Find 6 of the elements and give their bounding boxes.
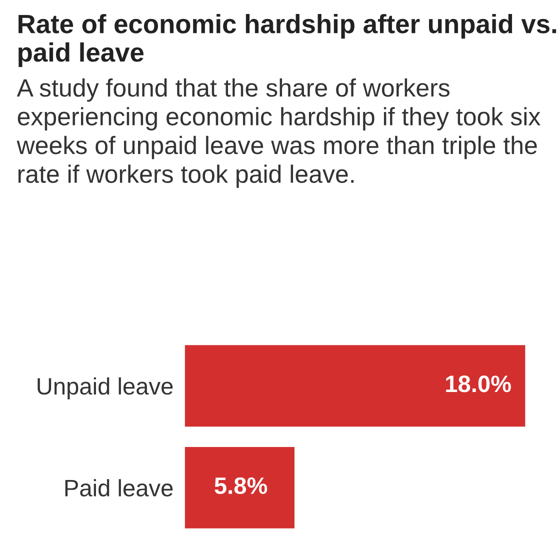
y-tick-label: Unpaid leave xyxy=(38,377,173,400)
chart-subtitle: A study found that the share of workers experiencing economic hardship if they took six weeks of unpaid leave was more than triple the rate if workers took paid leave. xyxy=(16,78,540,188)
chart-title: Rate of economic hardship after unpaid vs. paid leave xyxy=(18,14,556,68)
y-tick-label: Paid leave xyxy=(65,479,173,496)
data-label: 5.8% xyxy=(214,477,268,494)
data-label: 18.0% xyxy=(446,376,511,392)
